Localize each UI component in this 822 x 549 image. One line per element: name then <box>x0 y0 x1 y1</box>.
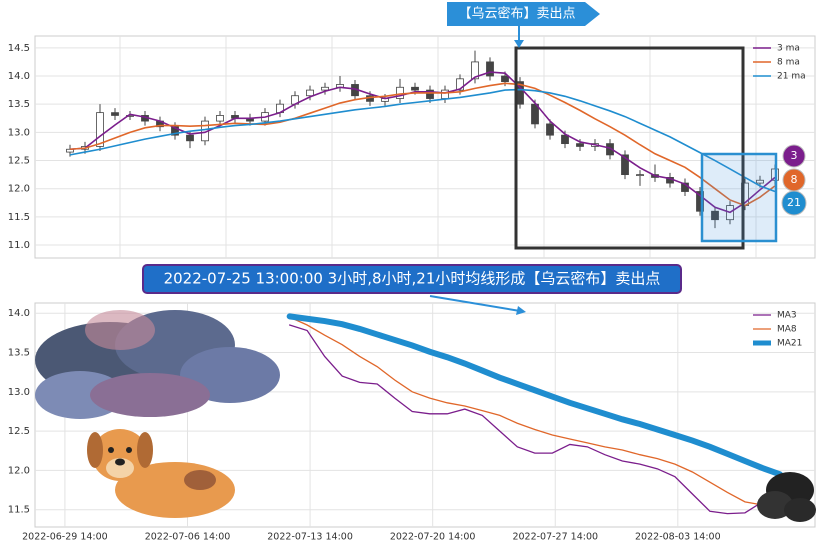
badge-label: 8 <box>791 173 798 186</box>
annotation-arrow <box>429 295 521 312</box>
ma-line <box>69 71 776 214</box>
candle-body <box>471 61 479 80</box>
legend-label: 3 ma <box>777 44 800 54</box>
y-tick-label: 12.0 <box>8 184 30 195</box>
candle-body <box>171 126 179 136</box>
y-tick-label: 12.5 <box>8 156 30 167</box>
annotation-arrowhead <box>516 306 526 315</box>
candle-body <box>621 154 629 176</box>
legend-label: MA21 <box>777 339 802 349</box>
candle-body <box>321 86 329 91</box>
x-tick-label: 2022-06-29 14:00 <box>22 532 108 543</box>
candle-body <box>411 86 419 91</box>
y-tick-label: 12.0 <box>8 465 30 476</box>
callout <box>447 2 600 26</box>
legend: 3 ma 8 ma 21 ma <box>753 44 806 82</box>
ma-line <box>288 324 781 515</box>
candle-body <box>306 89 314 97</box>
legend-label: 8 ma <box>777 58 800 68</box>
y-tick-label: 12.5 <box>8 426 30 437</box>
y-tick-label: 13.5 <box>8 348 30 359</box>
candle-body <box>486 61 494 77</box>
badge <box>782 144 806 168</box>
candle-body <box>396 86 404 99</box>
x-tick-label: 2022-07-13 14:00 <box>267 532 353 543</box>
badge <box>781 190 807 216</box>
badge-label: 3 <box>791 149 798 162</box>
y-tick-label: 14.5 <box>8 43 30 54</box>
y-tick-label: 14.0 <box>8 71 30 82</box>
candle-body <box>441 89 449 99</box>
x-tick-label: 2022-07-20 14:00 <box>390 532 476 543</box>
storm-cloud <box>757 472 816 522</box>
signal-box <box>514 46 745 250</box>
y-tick-label: 14.0 <box>8 308 30 319</box>
candle-body <box>426 89 434 99</box>
legend-label: 21 ma <box>777 72 806 82</box>
y-tick-label: 13.5 <box>8 99 30 110</box>
candle-body <box>186 134 194 142</box>
legend: MA3 MA8 MA21 <box>753 311 802 349</box>
candle-body <box>501 75 509 83</box>
x-tick-label: 2022-07-06 14:00 <box>145 532 231 543</box>
legend-label: MA8 <box>777 325 797 335</box>
candle-body <box>711 210 719 221</box>
candle-body <box>111 112 119 116</box>
y-tick-label: 13.0 <box>8 127 30 138</box>
cloud-illustration <box>35 310 280 419</box>
candle-body <box>606 143 614 156</box>
candle-body <box>546 123 554 136</box>
y-tick-label: 11.5 <box>8 505 30 516</box>
candle-body <box>636 174 644 177</box>
candle-body <box>561 134 569 145</box>
candle-body <box>216 115 224 122</box>
bottom-box <box>700 152 778 243</box>
badge-label: 21 <box>787 196 801 209</box>
x-tick-label: 2022-07-27 14:00 <box>512 532 598 543</box>
candle-body <box>96 112 104 147</box>
y-tick-label: 13.0 <box>8 387 30 398</box>
ma-line <box>69 82 776 207</box>
candle-body <box>576 143 584 147</box>
ma-line <box>69 88 776 193</box>
candle-body <box>696 191 704 212</box>
legend-label: MA3 <box>777 311 797 321</box>
annotation-box <box>142 264 682 294</box>
ma-line <box>286 313 783 478</box>
dog-illustration <box>87 429 235 518</box>
y-tick-label: 11.0 <box>8 240 30 251</box>
annotation-text: 2022-07-25 13:00:00 3小时,8小时,21小时均线形成【乌云密… <box>164 270 661 288</box>
top-panel <box>34 35 816 259</box>
candle-body <box>756 179 764 184</box>
callout-arrowhead <box>514 40 524 48</box>
candle-body <box>456 78 464 91</box>
y-tick-label: 11.5 <box>8 212 30 223</box>
ma-line <box>288 316 781 506</box>
x-tick-label: 2022-08-03 14:00 <box>635 532 721 543</box>
callout-text: 【乌云密布】卖出点 <box>458 6 575 22</box>
